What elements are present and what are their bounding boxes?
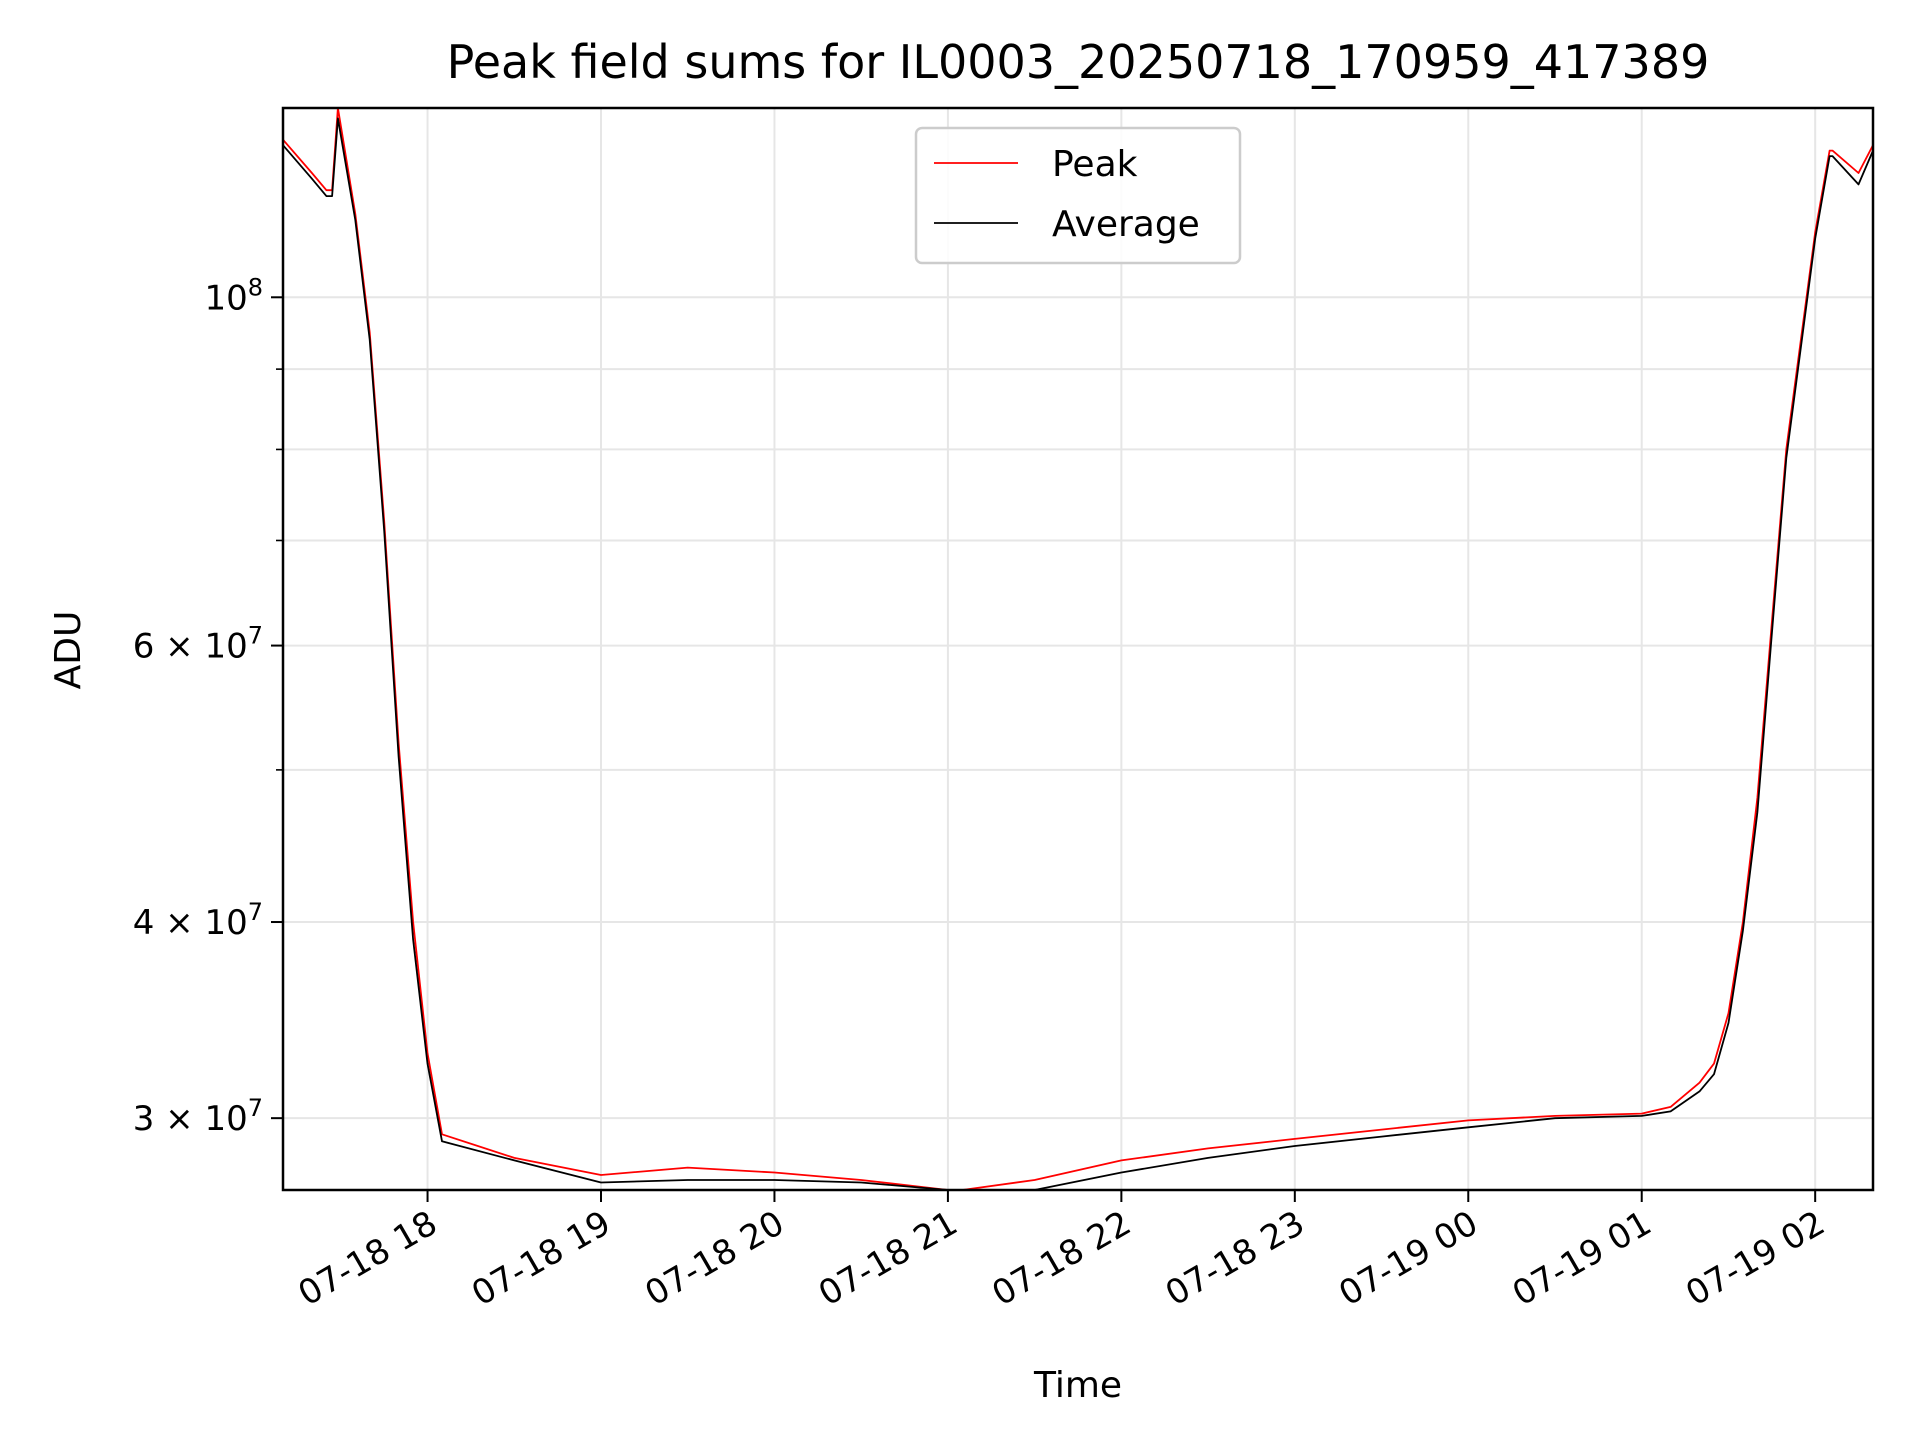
x-tick-label: 07-18 23 [1159,1203,1311,1314]
y-tick-exponent: 7 [248,898,263,926]
y-tick-exponent: 8 [248,273,263,301]
y-tick-label: 4 × 107 [133,898,263,943]
plot-frame [281,106,1875,1192]
legend: Peak Average [914,126,1242,265]
x-axis-label: Time [1033,1365,1122,1406]
series-line-average [282,117,1874,1191]
x-tick-label: 07-19 00 [1332,1203,1484,1314]
y-tick-exponent: 7 [248,622,263,650]
y-tick-base: 10 [204,278,247,318]
x-tick-label: 07-18 21 [812,1203,964,1314]
x-tick-label: 07-18 22 [985,1203,1137,1314]
series-line-peak [282,107,1874,1191]
x-tick-label: 07-18 19 [465,1203,617,1314]
y-tick-label: 3 × 107 [133,1094,263,1139]
y-tick-base: 4 × 10 [133,903,248,943]
y-tick-base: 3 × 10 [133,1099,248,1139]
chart-title: Peak field sums for IL0003_20250718_1709… [447,35,1710,89]
legend-average-label: Average [1052,204,1200,245]
series-layer [282,107,1874,1191]
x-tick-label: 07-18 20 [639,1203,791,1314]
legend-peak-label: Peak [1052,144,1138,185]
x-tick-label: 07-19 01 [1506,1203,1658,1314]
legend-box [914,126,1242,265]
y-axis-label: ADU [48,611,89,690]
grid [283,108,1873,1190]
x-tick-label: 07-18 18 [292,1203,444,1314]
y-tick-base: 6 × 10 [133,627,248,667]
y-tick-exponent: 7 [248,1094,263,1122]
y-tick-label: 6 × 107 [133,622,263,667]
x-tick-label: 07-19 02 [1679,1203,1831,1314]
x-axis: 07-18 18 07-18 19 07-18 20 07-18 21 07-18 22… [292,1190,1832,1314]
y-tick-label: 108 [204,273,263,318]
